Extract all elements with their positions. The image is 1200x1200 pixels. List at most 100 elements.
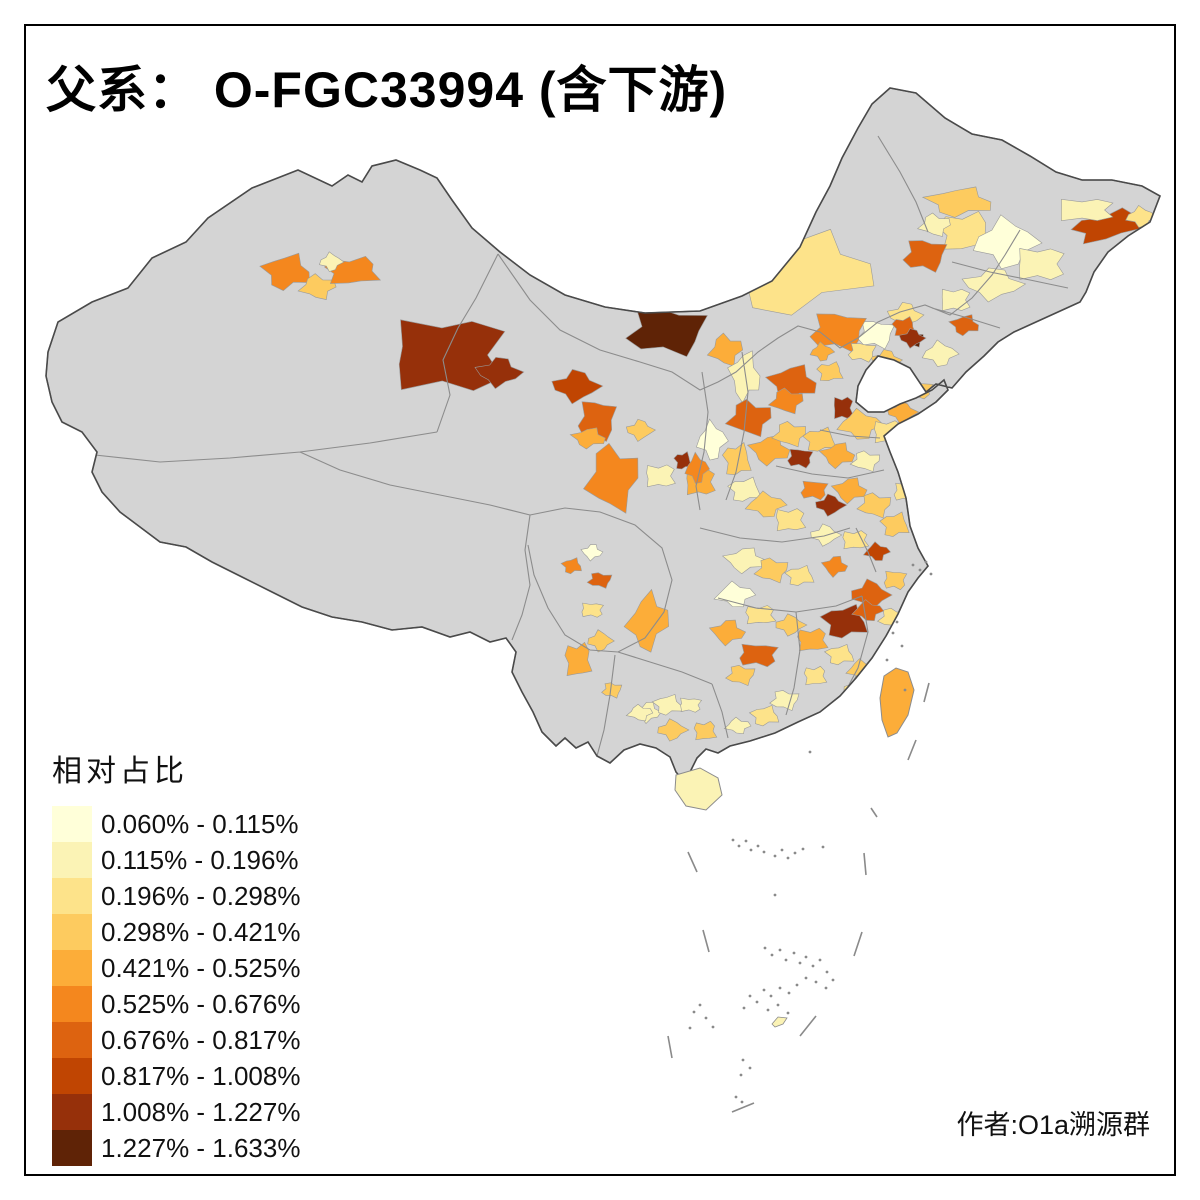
prefecture-blob xyxy=(921,186,992,218)
boundary-dash xyxy=(702,929,710,953)
islet-dot xyxy=(744,839,748,843)
prefecture-blob xyxy=(657,718,690,742)
islet-dot xyxy=(704,1016,708,1020)
legend: 相对占比 0.060% - 0.115% 0.115% - 0.196% 0.196… xyxy=(52,746,300,1166)
legend-class-label: 0.676% - 0.817% xyxy=(101,1024,301,1055)
islet-dot xyxy=(801,847,805,851)
islet-dot xyxy=(818,958,822,962)
legend-swatch xyxy=(52,806,92,842)
islet-dot xyxy=(731,838,735,842)
prefecture-blob xyxy=(744,490,788,518)
prefecture-blob xyxy=(961,267,1027,303)
islet-dot xyxy=(814,980,818,984)
islet-dot xyxy=(769,994,773,998)
prefecture-blob xyxy=(972,214,1043,270)
legend-swatch xyxy=(52,1130,92,1166)
prefecture-blob xyxy=(297,273,337,300)
prefecture-blob xyxy=(551,369,604,405)
prefecture-blob xyxy=(1019,248,1065,281)
south-china-sea-islands xyxy=(667,560,933,1113)
legend-row: 0.525% - 0.676% xyxy=(52,986,300,1022)
islet-dot xyxy=(692,1010,696,1014)
legend-swatch xyxy=(52,842,92,878)
prefecture-blob xyxy=(787,448,814,469)
legend-class-label: 0.060% - 0.115% xyxy=(101,808,299,839)
legend-row: 0.196% - 0.298% xyxy=(52,878,300,914)
prefecture-blob xyxy=(775,508,807,532)
legend-row: 0.060% - 0.115% xyxy=(52,806,300,842)
islet-dot xyxy=(778,986,782,990)
prefecture-blob xyxy=(948,314,979,337)
legend-row: 0.421% - 0.525% xyxy=(52,950,300,986)
boundary-dash xyxy=(907,739,917,761)
legend-swatch xyxy=(52,878,92,914)
islet-dot xyxy=(895,620,899,624)
prefecture-blob xyxy=(767,387,804,415)
map-title: 父系： O-FGC33994 (含下游) xyxy=(46,62,728,118)
prefecture-blob xyxy=(842,530,870,550)
islet-dot xyxy=(773,854,777,858)
islet-dot xyxy=(929,572,933,576)
islet-dot xyxy=(787,991,791,995)
prefecture-blob xyxy=(921,339,960,367)
islet-dot xyxy=(911,563,915,567)
islet-dot xyxy=(900,644,904,648)
islet-dot xyxy=(748,994,752,998)
islet-dot xyxy=(688,1026,692,1030)
islet-dot xyxy=(773,893,777,897)
prefecture-blob xyxy=(818,442,856,470)
prefecture-blob xyxy=(587,629,615,653)
islet-dot xyxy=(762,988,766,992)
islet-dot xyxy=(793,851,797,855)
islet-dot xyxy=(766,1008,770,1012)
boundary-dash xyxy=(853,931,863,957)
islet-dot xyxy=(918,568,922,572)
prefecture-blob xyxy=(569,427,606,450)
prefecture-blob xyxy=(723,716,752,735)
prefecture-blob xyxy=(625,418,657,442)
prefecture-blob xyxy=(586,572,613,589)
islet-dot xyxy=(748,1066,752,1070)
prefecture-blob xyxy=(739,643,779,668)
prefecture-blob xyxy=(684,451,710,484)
islet-dot xyxy=(756,844,760,848)
prefecture-blob xyxy=(851,578,893,612)
islet-dot xyxy=(811,964,815,968)
prefecture-blob xyxy=(771,421,806,448)
country-border xyxy=(45,87,1161,782)
prefecture-blob xyxy=(725,664,756,687)
prefecture-blob xyxy=(753,557,789,584)
legend-row: 0.817% - 1.008% xyxy=(52,1058,300,1094)
legend-class-label: 0.115% - 0.196% xyxy=(101,844,299,875)
boundary-dash xyxy=(923,682,930,703)
islet-dot xyxy=(824,986,828,990)
islet-dot xyxy=(740,1100,744,1104)
prefecture-blob xyxy=(745,605,777,625)
prefecture-blob xyxy=(902,240,948,273)
prefecture-blob xyxy=(580,544,604,562)
legend-swatch xyxy=(52,1022,92,1058)
prefecture-blob xyxy=(727,476,762,502)
legend-class-label: 1.227% - 1.633% xyxy=(101,1132,301,1163)
legend-row: 0.115% - 0.196% xyxy=(52,842,300,878)
prefecture-blob xyxy=(830,477,868,505)
islet-dot xyxy=(891,631,895,635)
prefecture-blob xyxy=(748,704,780,727)
prefecture-blob xyxy=(803,665,828,686)
legend-class-label: 1.008% - 1.227% xyxy=(101,1096,301,1127)
islet-dot xyxy=(831,978,835,982)
prefecture-blob xyxy=(916,212,951,237)
attribution: 作者:O1a溯源群 xyxy=(956,1110,1150,1140)
prefecture-blob xyxy=(601,682,623,699)
islet-dot xyxy=(770,953,774,957)
boundary-dash xyxy=(863,852,867,876)
taiwan-island xyxy=(879,667,915,738)
islet-dot xyxy=(804,976,808,980)
prefecture-blob xyxy=(722,441,752,476)
prefecture-blob xyxy=(708,619,747,647)
islet-dot xyxy=(749,848,753,852)
prefecture-blob xyxy=(847,343,877,363)
islet-dot xyxy=(825,970,829,974)
prefecture-blob xyxy=(474,356,525,390)
